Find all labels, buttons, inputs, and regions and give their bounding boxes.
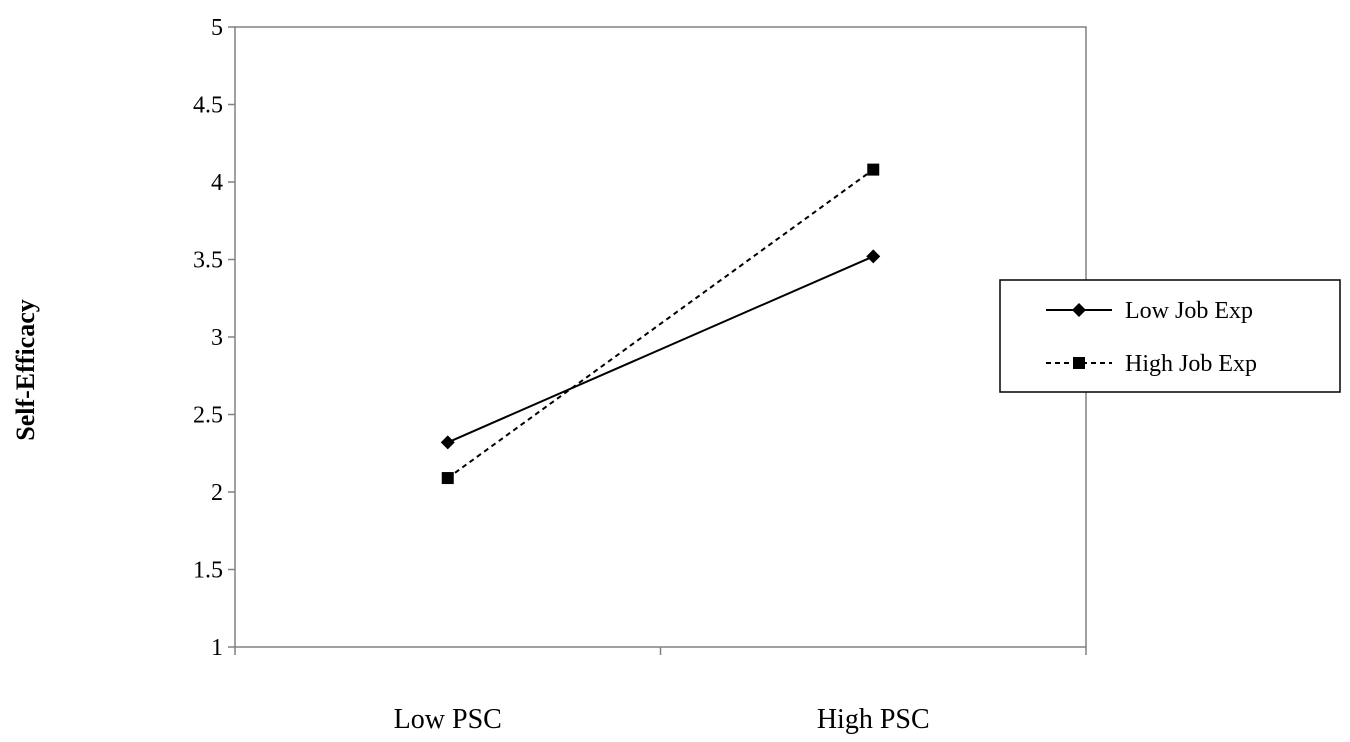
legend-box [999, 279, 1341, 393]
legend-label: High Job Exp [1125, 351, 1257, 377]
y-tick-label: 4 [211, 170, 223, 196]
data-point [441, 472, 454, 485]
y-tick-label: 1 [211, 635, 223, 661]
legend-label: Low Job Exp [1125, 298, 1253, 324]
data-point [867, 163, 880, 176]
legend: Low Job Exp High Job Exp [999, 279, 1341, 393]
x-axis: Low PSC High PSC [234, 647, 1087, 735]
legend-marker [1073, 357, 1085, 369]
y-tick-label: 3 [211, 325, 223, 351]
y-tick-label: 2 [211, 480, 223, 506]
series-line [447, 168, 874, 479]
y-tick-label: 2.5 [193, 403, 223, 429]
y-axis-label: Self-Efficacy [11, 299, 40, 441]
series-0 [440, 249, 881, 450]
y-tick-label: 1.5 [193, 558, 223, 584]
series-1 [441, 163, 880, 485]
y-tick-label: 3.5 [193, 248, 223, 274]
series-line [447, 255, 874, 444]
y-tick-label: 4.5 [193, 93, 223, 119]
data-point [866, 249, 881, 264]
legend-marker [1072, 303, 1086, 317]
plot-area [234, 26, 1087, 648]
data-point [440, 435, 455, 450]
y-axis: 1 1.5 2 2.5 3 3.5 4 4.5 5 [193, 15, 235, 661]
x-tick-label: Low PSC [394, 704, 502, 735]
series-layer [440, 163, 881, 485]
y-tick-label: 5 [211, 15, 223, 41]
x-tick-label: High PSC [817, 704, 930, 735]
